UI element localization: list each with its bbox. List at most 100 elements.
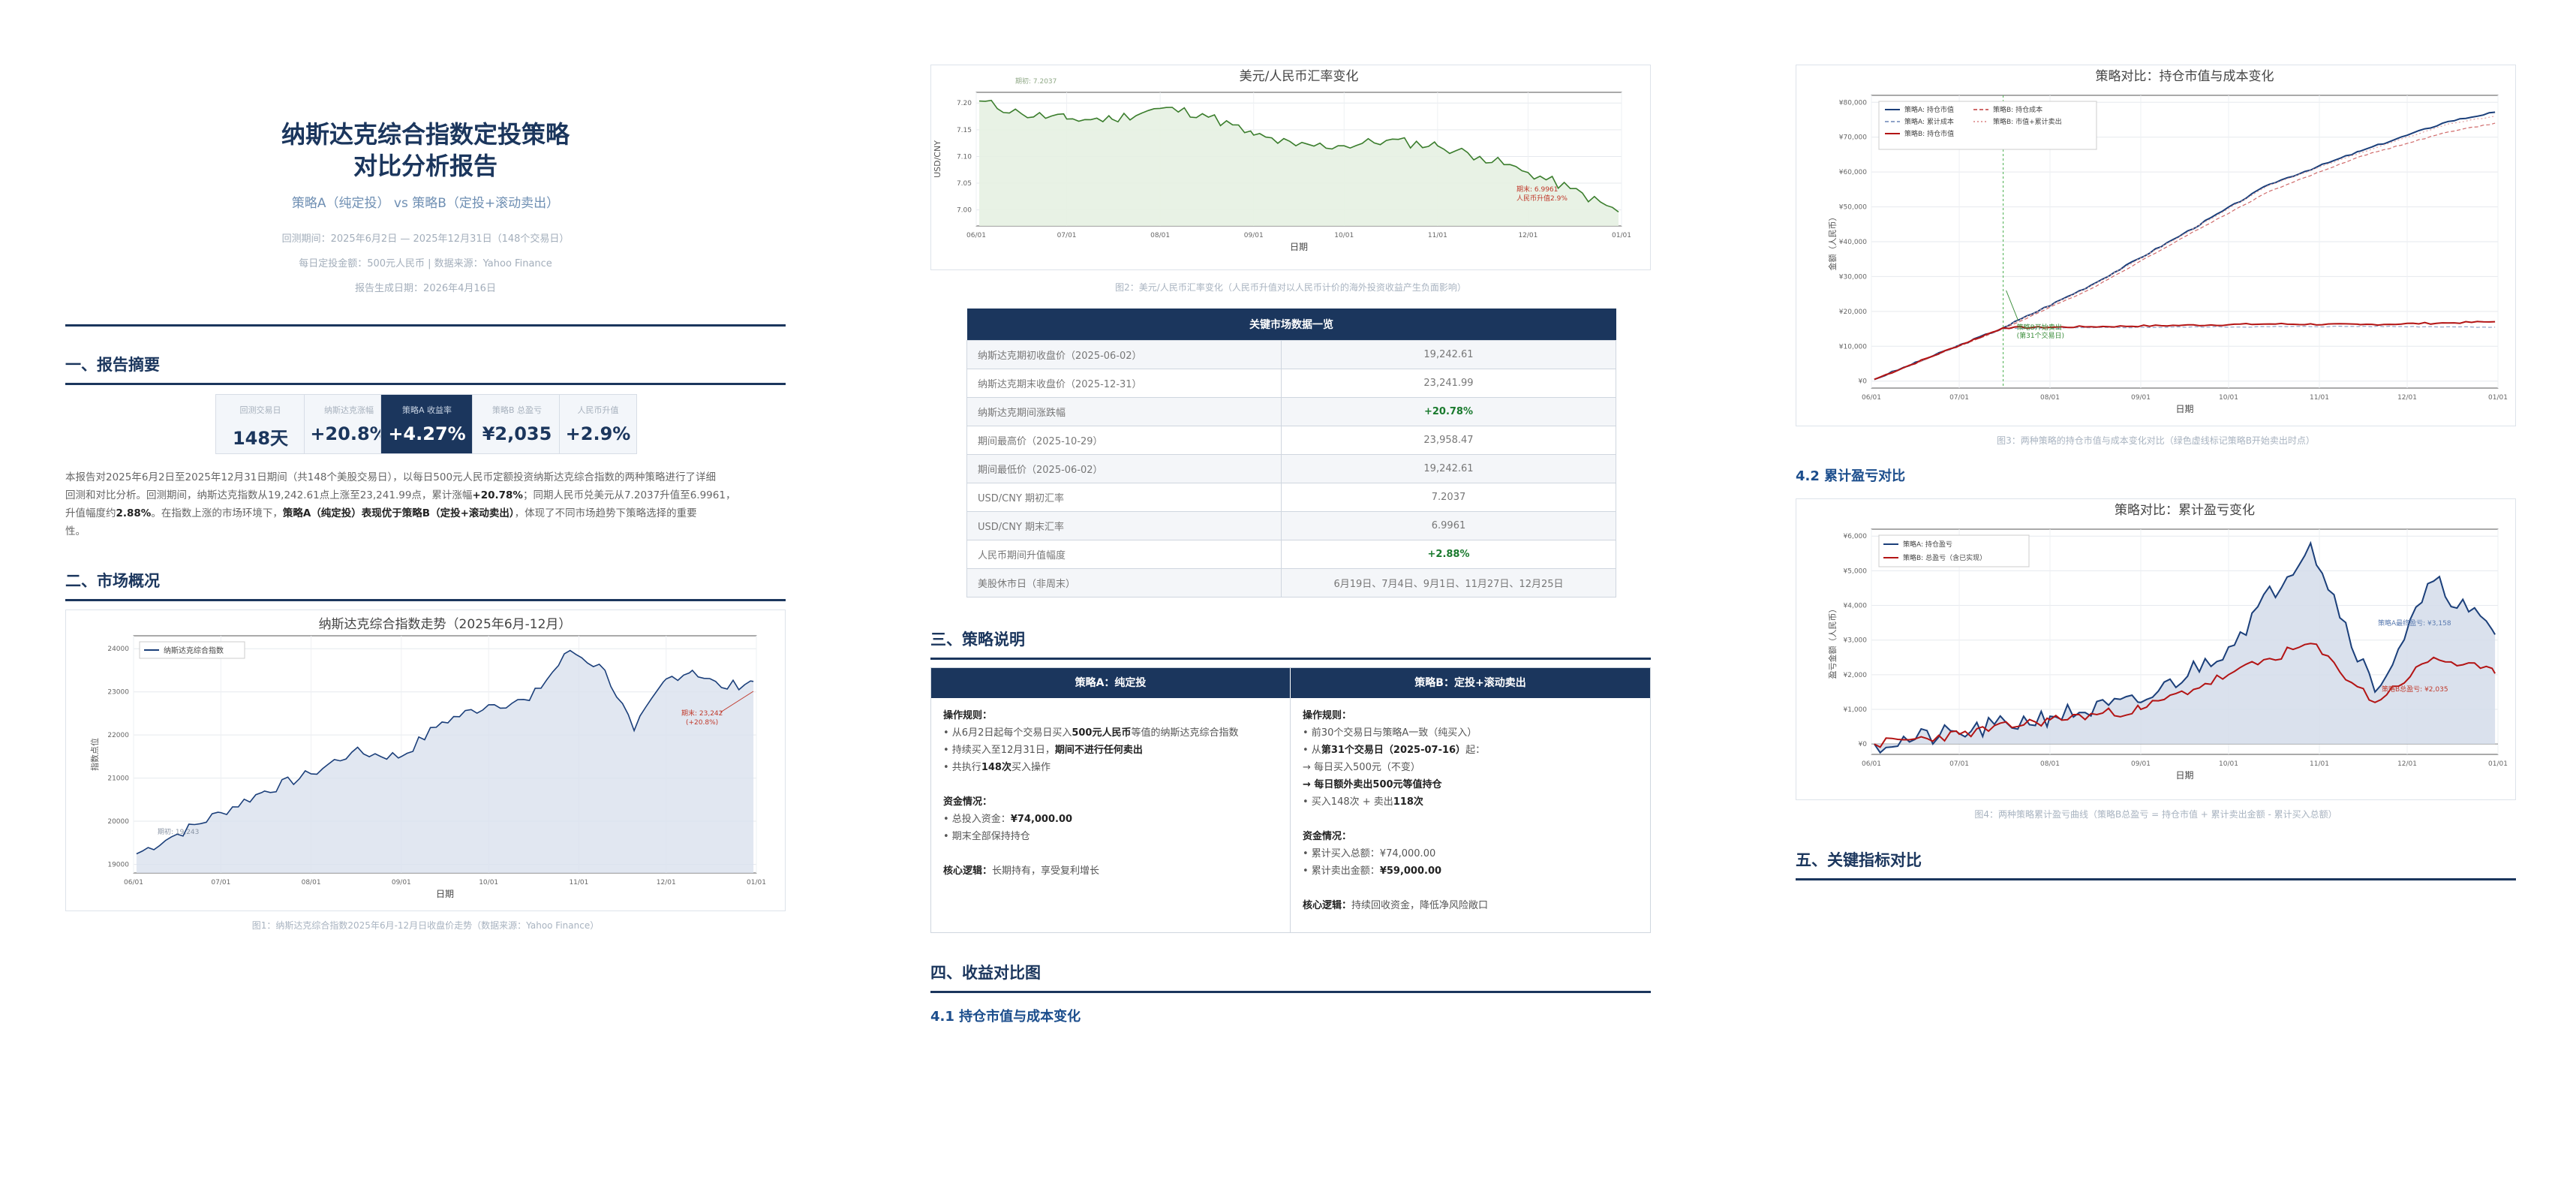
x-tick-label: 01/01 [1612, 232, 1631, 239]
chart-title: 美元/人民币汇率变化 [1240, 69, 1359, 84]
y-tick-label: ¥70,000 [1839, 134, 1867, 142]
strategy-b-line [1874, 643, 2496, 748]
x-tick-label: 10/01 [479, 879, 498, 886]
summary-cny-gain: 2.88% [116, 507, 152, 519]
x-tick-label: 06/01 [124, 879, 143, 886]
section-returns-title: 四、收益对比图 [930, 961, 1651, 993]
text: 等值的纳斯达克综合指数 [1131, 727, 1239, 739]
summary-text: 回测和对比分析。回测期间，纳斯达克指数从19,242.61点上涨至23,241.… [65, 489, 473, 501]
strategy-b-column: 操作规则： • 前30个交易日与策略A一致（纯买入） • 从第31个交易日（20… [1303, 698, 1640, 914]
strategy-b-rule-2: • 从第31个交易日（2025-07-16）起： [1303, 742, 1640, 759]
table-cell-key: 纳斯达克期间涨跌幅 [966, 397, 1282, 426]
x-tick-label: 10/01 [2219, 394, 2238, 402]
table-row: 人民币期间升值幅度 +2.88% [966, 540, 1616, 569]
table-row: 期间最高价（2025-10-29） 23,958.47 [966, 426, 1616, 455]
report-meta-amount: 每日定投金额：500元人民币 | 数据来源：Yahoo Finance [299, 258, 552, 269]
y-tick-label: 23000 [107, 689, 129, 697]
report-title-line2: 对比分析报告 [353, 152, 497, 180]
strategy-b-end-annotation: 策略B总盈亏: ¥2,035 [2382, 685, 2448, 694]
strategy-a-ops-label: 操作规则： [943, 710, 993, 721]
y-axis-label: 盈亏金额（人民币） [1827, 605, 1838, 679]
x-tick-label: 08/01 [2040, 394, 2060, 402]
y-tick-label: ¥80,000 [1839, 99, 1867, 107]
y-tick-label: ¥30,000 [1839, 273, 1867, 281]
table-cell-value: 19,242.61 [1281, 454, 1616, 483]
metric-strategy-b-pnl: 策略B 总盈亏 ¥2,035 [472, 394, 562, 454]
table-cell-key: 期间最低价（2025-06-02） [966, 454, 1282, 483]
text: • 累计卖出金额： [1303, 865, 1380, 877]
text-bold: ¥59,000.00 [1379, 865, 1442, 877]
end-annotation-pct: 人民币升值2.9% [1516, 194, 1568, 203]
y-tick-label: 7.05 [957, 180, 972, 188]
strategy-b-fund-1: • 累计买入总额：¥74,000.00 [1303, 848, 1436, 859]
x-tick-label: 08/01 [2040, 760, 2060, 768]
y-axis-label: 指数点位 [89, 738, 100, 771]
metric-label: 策略B 总盈亏 [491, 405, 543, 415]
section-summary-title: 一、报告摘要 [65, 353, 786, 385]
chart-title: 策略对比：累计盈亏变化 [2115, 503, 2255, 518]
strategy-a-rule-2: • 持续买入至12月31日，期间不进行任何卖出 [943, 742, 1281, 759]
x-axis-label: 日期 [2175, 404, 2193, 414]
text-bold: 118次 [1393, 796, 1423, 808]
sell-start-annotation-sub: (第31个交易日) [2017, 331, 2064, 340]
y-axis-label: 金额（人民币） [1827, 213, 1838, 271]
strategy-a-funds-label: 资金情况： [943, 796, 993, 808]
x-tick-label: 09/01 [2131, 760, 2151, 768]
strategy-table: 策略A：纯定投 策略B：定投+滚动卖出 操作规则： • 从6月2日起每个交易日买… [930, 667, 1651, 933]
x-tick-label: 11/01 [2310, 760, 2329, 768]
metric-value: +2.9% [565, 423, 631, 444]
series-line-2 [1874, 325, 2496, 380]
x-tick-label: 07/01 [1949, 760, 1969, 768]
position-chart: 策略对比：持仓市值与成本变化 ¥0 ¥10,000 ¥20,000 ¥30,000 ¥40… [1827, 69, 2508, 414]
table-row: USD/CNY 期末汇率 6.9961 [966, 511, 1616, 540]
strategy-a-rule-1: • 从6月2日起每个交易日买入500元人民币等值的纳斯达克综合指数 [943, 724, 1281, 742]
start-annotation: 期初: 19,243 [158, 827, 199, 836]
report-header: 纳斯达克综合指数定投策略 对比分析报告 策略A（纯定投） vs 策略B（定投+滚… [65, 119, 786, 294]
summary-text: ；同期人民币兑美元从7.2037升值至6.9961， [522, 489, 736, 501]
fx-chart-caption: 图2：美元/人民币汇率变化（人民币升值对以人民币计价的海外投资收益产生负面影响） [1115, 282, 1466, 293]
x-tick-label: 09/01 [1244, 232, 1264, 239]
text-bold: 期间不进行任何卖出 [1054, 745, 1143, 756]
summary-text: 升值幅度约 [65, 507, 116, 519]
table-cell-value: 6月19日、7月4日、9月1日、11月27日、12月25日 [1281, 568, 1616, 597]
legend-label: 纳斯达克综合指数 [164, 646, 224, 655]
subsection-4-2-title: 4.2 累计盈亏对比 [1796, 468, 1906, 484]
strategy-a-fund-2: • 期末全部保持持仓 [943, 831, 1030, 842]
summary-line-1: 本报告对2025年6月2日至2025年12月31日期间（共148个美股交易日），… [65, 471, 717, 483]
table-cell-key: 纳斯达克期初收盘价（2025-06-02） [966, 340, 1282, 369]
y-tick-label: 24000 [107, 646, 129, 653]
table-cell-key: USD/CNY 期末汇率 [966, 511, 1282, 540]
x-tick-label: 01/01 [747, 879, 766, 886]
metric-value: 148天 [232, 428, 289, 449]
sell-start-annotation: 策略B开始卖出 [2017, 323, 2062, 332]
legend-label: 策略A: 持仓盈亏 [1903, 540, 1952, 549]
table-cell-value: 7.2037 [1281, 483, 1616, 512]
summary-line-3: 升值幅度约2.88%。在指数上涨的市场环境下，策略A（纯定投）表现优于策略B（定… [65, 504, 786, 522]
legend-label: 策略A: 累计成本 [1904, 117, 1954, 126]
strategy-a-rule-3: • 共执行148次买入操作 [943, 759, 1281, 776]
strategy-b-rule-3: → 每日买入500元（不变） [1303, 762, 1420, 773]
metric-value: +4.27% [388, 423, 466, 444]
y-tick-label: ¥5,000 [1844, 567, 1868, 575]
series-line-0 [1874, 111, 2496, 381]
section-market-title: 二、市场概况 [65, 569, 786, 601]
y-tick-label: ¥3,000 [1844, 637, 1868, 645]
text: • 总投入资金： [943, 814, 1011, 825]
nasdaq-area [136, 650, 754, 873]
section-metrics-title: 五、关键指标对比 [1796, 848, 2516, 880]
x-tick-label: 09/01 [2131, 394, 2151, 402]
strategy-a-core-text: 长期持有，享受复利增长 [992, 865, 1100, 877]
x-tick-label: 01/01 [2488, 394, 2508, 402]
text: • 从 [1303, 745, 1321, 756]
summary-line-4: 性。 [65, 525, 86, 537]
table-row: 纳斯达克期间涨跌幅 +20.78% [966, 397, 1616, 426]
pnl-chart-panel: 策略对比：累计盈亏变化 ¥0 ¥1,000 ¥2,000 ¥3,000 ¥4,000 ¥5,… [1796, 498, 2516, 800]
y-tick-label: 20000 [107, 818, 129, 826]
report-title: 纳斯达克综合指数定投策略 对比分析报告 [65, 119, 786, 182]
table-row: 纳斯达克期末收盘价（2025-12-31） 23,241.99 [966, 369, 1616, 398]
text: • 持续买入至12月31日， [943, 745, 1055, 756]
legend-label: 策略B: 持仓成本 [1993, 105, 2042, 114]
table-row: 纳斯达克期初收盘价（2025-06-02） 19,242.61 [966, 340, 1616, 369]
y-tick-label: ¥2,000 [1844, 672, 1868, 679]
x-tick-label: 11/01 [569, 879, 588, 886]
